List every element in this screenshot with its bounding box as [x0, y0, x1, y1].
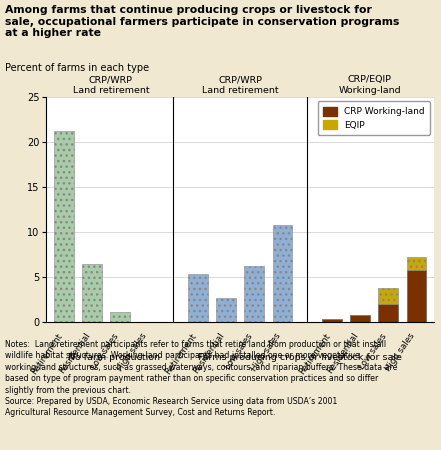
Text: CRP/WRP
Land retirement: CRP/WRP Land retirement [72, 75, 149, 95]
Text: Notes:  Land retirement participants refer to farms that retire land from produc: Notes: Land retirement participants refe… [5, 340, 398, 418]
Text: No farm production: No farm production [68, 353, 160, 362]
Text: CRP/EQIP
Working-land: CRP/EQIP Working-land [339, 75, 401, 95]
Bar [111, 312, 131, 322]
Text: Among farms that continue producing crops or livestock for
sale, occupational fa: Among farms that continue producing crop… [5, 5, 400, 38]
Bar [322, 319, 342, 322]
Bar [217, 298, 236, 322]
Bar [188, 274, 208, 322]
Text: Percent of farms in each type: Percent of farms in each type [5, 63, 149, 73]
Bar [273, 225, 292, 322]
Bar [407, 257, 426, 270]
Bar [54, 131, 74, 322]
Text: CRP/WRP
Land retirement: CRP/WRP Land retirement [202, 75, 279, 95]
Bar [244, 266, 264, 322]
Bar [378, 288, 398, 304]
Text: Farms producing crops or livestock for sale: Farms producing crops or livestock for s… [198, 353, 402, 362]
Bar [350, 315, 370, 322]
Bar [407, 270, 426, 322]
Legend: CRP Working-land, EQIP: CRP Working-land, EQIP [318, 101, 430, 135]
Bar [82, 264, 102, 322]
Bar [378, 304, 398, 322]
